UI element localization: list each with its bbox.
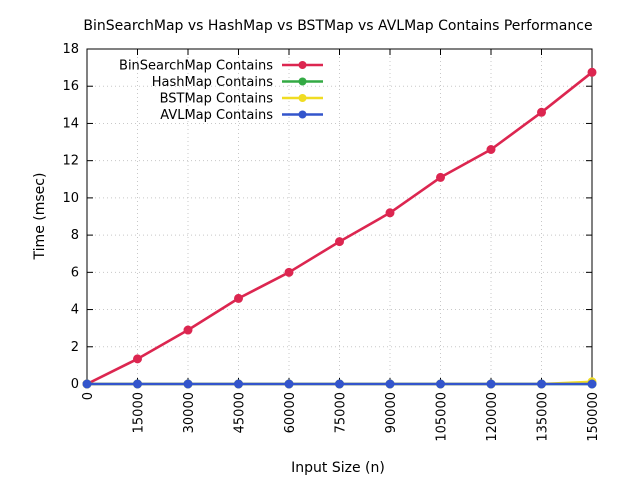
series-0: [82, 67, 597, 389]
y-tick-label: 2: [71, 340, 79, 355]
chart-title: BinSearchMap vs HashMap vs BSTMap vs AVL…: [83, 18, 592, 34]
y-tick-label: 0: [71, 377, 79, 392]
data-point: [133, 354, 142, 364]
data-point: [183, 325, 193, 335]
y-axis-label: Time (msec): [32, 173, 48, 261]
data-point: [587, 67, 597, 77]
y-axis-tick-labels: 0 2 4 6 8 10 12 14 16 18: [62, 42, 79, 392]
x-axis-tick-labels: 0 15000 30000 45000 60000 75000 90000 105000 120…: [81, 392, 601, 442]
x-tick-label: 60000: [283, 392, 298, 433]
data-point: [537, 379, 546, 389]
data-point: [537, 107, 546, 117]
grid-lines: [87, 49, 592, 384]
y-tick-label: 4: [71, 303, 79, 318]
data-point: [234, 379, 243, 389]
data-point: [385, 208, 395, 218]
x-tick-label: 105000: [435, 392, 450, 442]
x-axis-label: Input Size (n): [291, 460, 385, 476]
x-tick-label: 90000: [384, 392, 399, 433]
y-tick-label: 16: [62, 79, 79, 94]
legend-label: BSTMap Contains: [160, 92, 274, 107]
y-tick-label: 6: [71, 265, 79, 280]
legend-marker: [298, 77, 307, 86]
legend-label: AVLMap Contains: [160, 108, 273, 123]
x-tick-label: 120000: [485, 392, 500, 442]
data-point: [234, 293, 243, 303]
legend-label: BinSearchMap Contains: [119, 59, 273, 74]
y-tick-label: 8: [71, 228, 79, 243]
y-tick-label: 12: [62, 154, 79, 169]
x-tick-label: 135000: [536, 392, 551, 442]
x-tick-label: 150000: [586, 392, 601, 442]
x-tick-label: 75000: [334, 392, 349, 433]
data-point: [133, 379, 142, 389]
legend-label: HashMap Contains: [152, 75, 274, 90]
data-point: [284, 379, 294, 389]
legend-entry: HashMap Contains: [152, 75, 323, 90]
data-point: [385, 379, 395, 389]
y-tick-label: 10: [62, 191, 79, 206]
legend-entry: AVLMap Contains: [160, 108, 323, 123]
legend-marker: [298, 110, 307, 119]
data-point: [486, 379, 496, 389]
series-3: [82, 379, 597, 389]
y-tick-label: 18: [62, 42, 79, 57]
data-point: [486, 145, 496, 154]
x-tick-label: 15000: [132, 392, 147, 433]
x-tick-label: 0: [81, 392, 96, 400]
x-tick-label: 30000: [182, 392, 197, 433]
data-point: [436, 172, 445, 182]
legend-entry: BSTMap Contains: [160, 92, 323, 107]
data-series: [82, 67, 597, 389]
data-point: [82, 379, 92, 389]
data-point: [335, 379, 344, 389]
y-tick-label: 14: [62, 116, 79, 131]
legend-marker: [298, 61, 307, 69]
data-point: [436, 379, 445, 389]
data-point: [183, 379, 193, 389]
data-point: [284, 267, 294, 277]
x-tick-label: 45000: [233, 392, 248, 433]
legend-entry: BinSearchMap Contains: [119, 59, 323, 74]
legend-marker: [298, 94, 307, 102]
data-point: [587, 379, 597, 389]
data-point: [335, 237, 344, 247]
